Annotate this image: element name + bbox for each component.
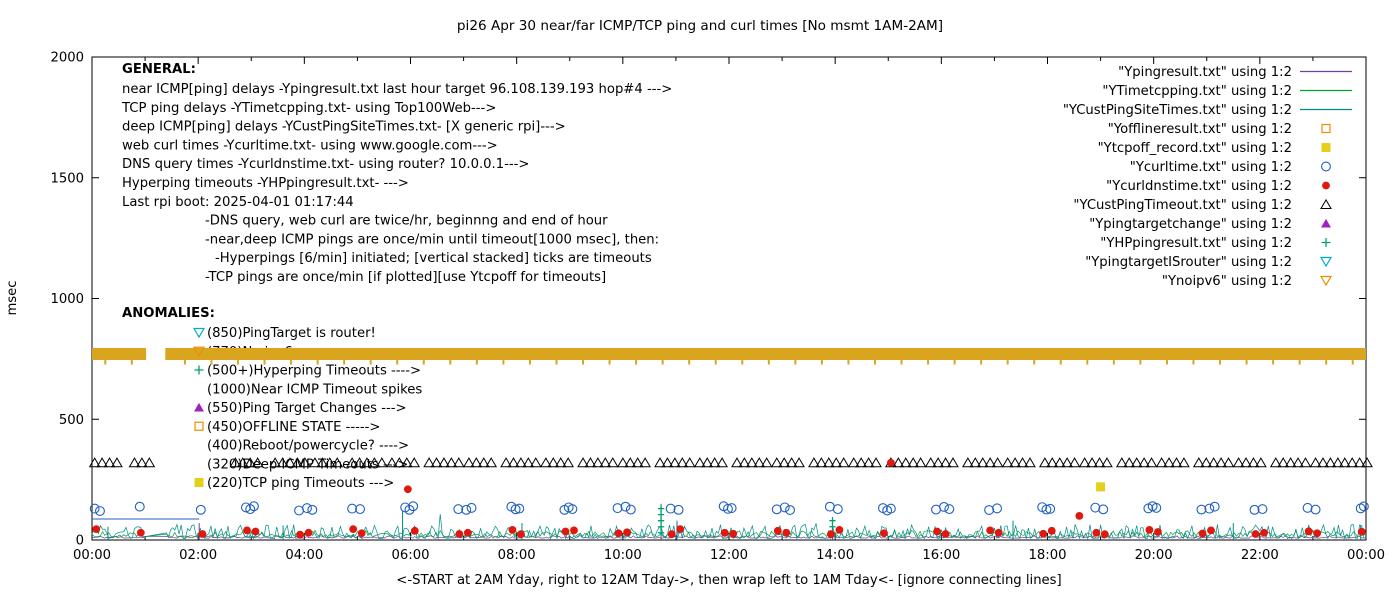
anomaly-glyphs (192, 327, 206, 487)
legend-label-2: "YTimetcpping.txt" using 1:2 (1102, 84, 1292, 99)
x-tick-label: 00:00 (73, 548, 111, 563)
y-tick-label: 2000 (50, 51, 84, 66)
general-line-5: DNS query times -Ycurldnstime.txt- using… (122, 157, 529, 172)
anomaly-line-3: (500+)Hyperping Timeouts ----> (207, 364, 421, 379)
legend-label-9: "Ypingtargetchange" using 1:2 (1089, 217, 1292, 232)
general-line-9: -near,deep ICMP pings are once/min until… (205, 232, 659, 247)
legend-label-4: "Yofflineresult.txt" using 1:2 (1108, 122, 1292, 137)
general-line-1: near ICMP[ping] delays -Ypingresult.txt … (122, 82, 672, 97)
anomalies-header: ANOMALIES: (122, 306, 215, 321)
noipv6-band (92, 348, 1366, 365)
legend-label-11: "YpingtargetISrouter" using 1:2 (1085, 255, 1292, 270)
y-tick-label: 500 (59, 413, 84, 428)
legend-label-10: "YHPpingresult.txt" using 1:2 (1100, 236, 1292, 251)
x-tick-label: 06:00 (391, 548, 429, 563)
legend-label-1: "Ypingresult.txt" using 1:2 (1118, 65, 1292, 80)
x-tick-label: 14:00 (816, 548, 854, 563)
general-line-3: deep ICMP[ping] delays -YCustPingSiteTim… (122, 120, 566, 135)
general-line-4: web curl times -Ycurltime.txt- using www… (122, 138, 498, 153)
scatter-series (88, 457, 1373, 539)
legend-label-8: "YCustPingTimeout.txt" using 1:2 (1073, 198, 1292, 213)
anomaly-line-9: (220)TCP ping Timeouts ---> (207, 476, 394, 491)
x-tick-label: 04:00 (285, 548, 323, 563)
general-line-10: -Hyperpings [6/min] initiated; [vertical… (215, 251, 652, 266)
legend-label-6: "Ycurltime.txt" using 1:2 (1130, 160, 1292, 175)
general-line-7: Last rpi boot: 2025-04-01 01:17:44 (122, 195, 354, 210)
plot-frame: 00:00 02:00 04:00 06:00 08:00 10:00 12:00 14:00… (50, 51, 1385, 564)
general-line-8: -DNS query, web curl are twice/hr, begin… (205, 214, 608, 229)
anomaly-line-8: (320)Deep ICMP Timeouts ---> (207, 457, 408, 472)
legend-label-7: "Ycurldnstime.txt" using 1:2 (1106, 179, 1292, 194)
chart-title: pi26 Apr 30 near/far ICMP/TCP ping and c… (457, 18, 943, 34)
legend-label-5: "Ytcpoff_record.txt" using 1:2 (1098, 141, 1292, 156)
x-tick-label: 02:00 (179, 548, 217, 563)
x-axis-label: <-START at 2AM Yday, right to 12AM Tday-… (396, 573, 1061, 588)
general-line-2: TCP ping delays -YTimetcpping.txt- using… (121, 101, 496, 116)
anomaly-line-7: (400)Reboot/powercycle? ----> (207, 439, 409, 454)
anomaly-line-5: (550)Ping Target Changes ---> (207, 401, 407, 416)
x-tick-label: 00:00 (1347, 548, 1385, 563)
y-tick-label: 1000 (50, 292, 84, 307)
general-header: GENERAL: (122, 62, 196, 77)
noise-lines (91, 503, 1367, 540)
x-tick-label: 10:00 (604, 548, 642, 563)
legend-label-12: "Ynoipv6" using 1:2 (1162, 274, 1292, 289)
y-tick-label: 0 (76, 534, 84, 549)
x-tick-label: 12:00 (710, 548, 748, 563)
anomaly-line-4: (1000)Near ICMP Timeout spikes (207, 382, 422, 397)
y-axis-label: msec (5, 280, 20, 315)
x-tick-label: 22:00 (1241, 548, 1279, 563)
legend: "Ypingresult.txt" using 1:2 "YTimetcpping… (1063, 65, 1352, 289)
general-line-6: Hyperping timeouts -YHPpingresult.txt- -… (122, 176, 409, 191)
legend-label-3: "YCustPingSiteTimes.txt" using 1:2 (1063, 103, 1292, 118)
x-tick-label: 20:00 (1135, 548, 1173, 563)
anomaly-line-6: (450)OFFLINE STATE -----> (207, 420, 380, 435)
annotations: GENERAL: near ICMP[ping] delays -Ypingres… (121, 62, 672, 491)
y-tick-label: 1500 (50, 171, 84, 186)
x-tick-label: 18:00 (1028, 548, 1066, 563)
x-tick-label: 08:00 (498, 548, 536, 563)
general-line-11: -TCP pings are once/min [if plotted][use… (205, 270, 606, 285)
x-tick-label: 16:00 (922, 548, 960, 563)
anomaly-line-1: (850)PingTarget is router! (207, 326, 376, 341)
